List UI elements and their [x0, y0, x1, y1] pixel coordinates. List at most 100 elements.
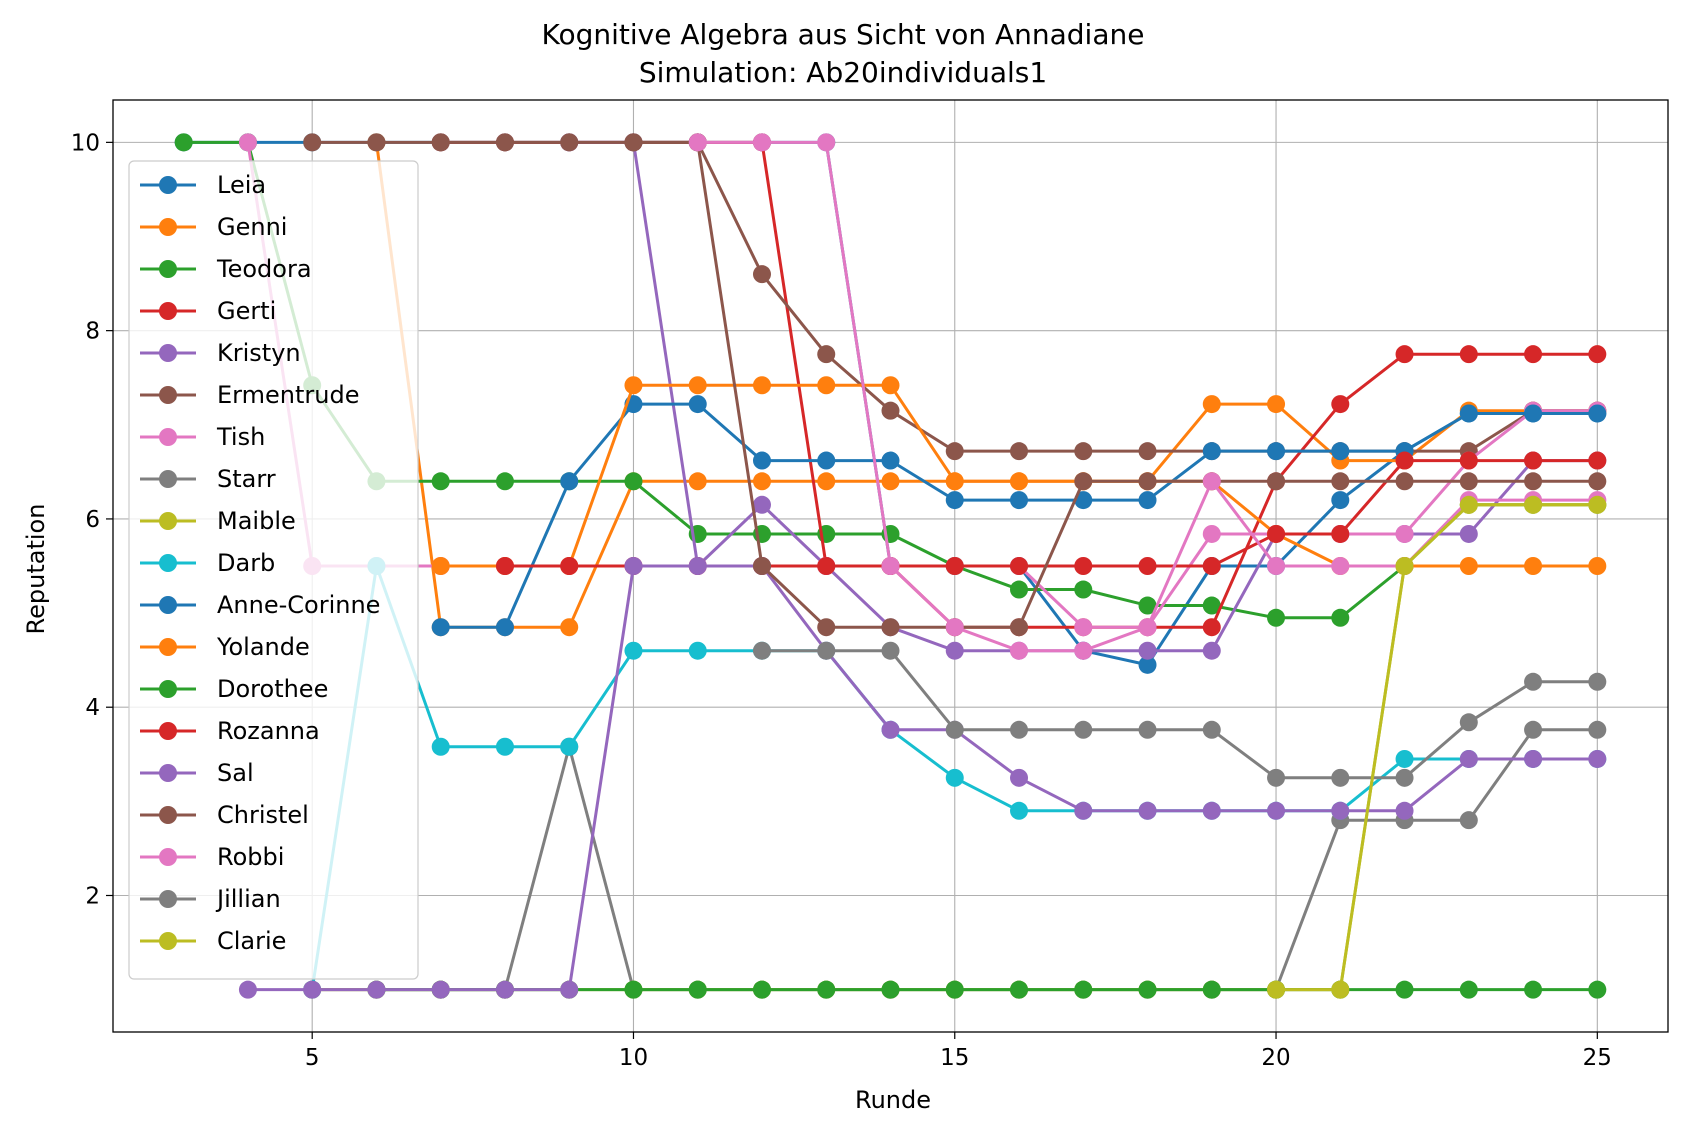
data-point: [1395, 749, 1414, 768]
data-point: [1267, 524, 1286, 543]
data-point: [1395, 980, 1414, 999]
legend-marker: [159, 806, 177, 824]
legend-item: Darb: [140, 549, 275, 577]
data-point: [367, 980, 386, 999]
data-point: [1202, 641, 1221, 660]
series-line: [633, 140, 1598, 629]
data-point: [1524, 345, 1543, 364]
data-point: [688, 472, 707, 491]
data-point: [1588, 720, 1607, 739]
data-point: [688, 980, 707, 999]
data-point: [1459, 495, 1478, 514]
data-point: [1331, 608, 1350, 627]
series-line: [1276, 503, 1598, 992]
data-point: [495, 980, 514, 999]
data-point: [1395, 801, 1414, 820]
series-jillian: [752, 641, 1607, 787]
legend-item: Robbi: [140, 843, 284, 871]
data-point: [1267, 768, 1286, 787]
legend-label: Teodora: [216, 255, 312, 283]
data-point: [1138, 596, 1157, 615]
data-point: [431, 737, 450, 756]
legend-label: Maible: [217, 507, 296, 535]
data-point: [1395, 345, 1414, 364]
data-point: [431, 472, 450, 491]
plot-area-frame: [112, 99, 1669, 1033]
data-point: [817, 557, 836, 575]
data-point: [881, 401, 900, 420]
data-point: [817, 641, 836, 660]
data-point: [881, 618, 900, 637]
data-point: [303, 133, 322, 152]
data-point: [1588, 451, 1607, 470]
data-point: [431, 980, 450, 999]
legend-marker: [159, 428, 177, 446]
data-point: [752, 265, 771, 284]
data-point: [624, 133, 643, 152]
data-point: [174, 133, 193, 152]
data-point: [495, 737, 514, 756]
data-point: [1074, 580, 1093, 599]
data-point: [1524, 720, 1543, 739]
data-point: [431, 557, 450, 575]
data-point: [817, 451, 836, 470]
data-point: [1010, 580, 1029, 599]
legend-item: Starr: [140, 465, 276, 493]
data-point: [1010, 641, 1029, 660]
data-point: [688, 395, 707, 414]
data-point: [1138, 618, 1157, 637]
data-point: [1138, 491, 1157, 510]
data-point: [1202, 596, 1221, 615]
data-point: [881, 451, 900, 470]
data-point: [881, 557, 900, 575]
data-point: [817, 980, 836, 999]
data-point: [1524, 404, 1543, 423]
data-point: [1331, 491, 1350, 510]
x-tick-label: 25: [1583, 1045, 1612, 1071]
data-point: [1459, 345, 1478, 364]
data-point: [1524, 451, 1543, 470]
data-point: [1588, 472, 1607, 491]
legend-item: Sal: [140, 759, 254, 787]
data-point: [1138, 801, 1157, 820]
data-point: [752, 133, 771, 152]
legend-label: Jillian: [215, 885, 281, 913]
data-point: [1202, 472, 1221, 491]
legend-marker: [159, 386, 177, 404]
axis-ticks: 5 10 15 20 25 2 4 6 8 10: [71, 130, 1612, 1071]
data-point: [945, 720, 964, 739]
data-point: [1524, 557, 1543, 575]
data-point: [1588, 345, 1607, 364]
data-point: [303, 980, 322, 999]
data-point: [752, 472, 771, 491]
data-point: [945, 491, 964, 510]
legend-marker: [159, 512, 177, 530]
data-point: [624, 472, 643, 491]
data-point: [945, 557, 964, 575]
legend-item: Jillian: [140, 885, 281, 913]
legend-item: Yolande: [140, 633, 310, 661]
data-point: [1010, 472, 1029, 491]
legend-label: Kristyn: [217, 339, 301, 367]
data-point: [1331, 801, 1350, 820]
data-point: [1010, 618, 1029, 637]
data-point: [1331, 524, 1350, 543]
legend-marker: [159, 722, 177, 740]
legend-item: Christel: [140, 801, 309, 829]
data-point: [1588, 557, 1607, 575]
legend-item: Genni: [140, 213, 287, 241]
data-point: [560, 618, 579, 637]
legend-item: Maible: [140, 507, 296, 535]
data-point: [1524, 472, 1543, 491]
data-point: [1588, 495, 1607, 514]
data-point: [1074, 641, 1093, 660]
data-point: [560, 557, 579, 575]
series-lines: [174, 133, 1607, 999]
data-point: [945, 641, 964, 660]
legend-item: Clarie: [140, 927, 286, 955]
chart-title: Kognitive Algebra aus Sicht von Annadian…: [542, 18, 1145, 51]
data-point: [1202, 557, 1221, 575]
data-point: [1010, 442, 1029, 461]
data-point: [1331, 395, 1350, 414]
data-point: [881, 641, 900, 660]
